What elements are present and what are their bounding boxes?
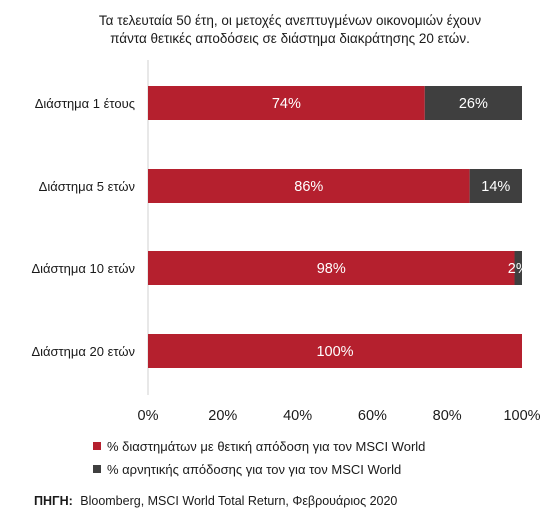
chart-title: Τα τελευταία 50 έτη, οι μετοχές ανεπτυγμ…	[40, 12, 540, 48]
data-label-negative: 2%	[508, 261, 529, 277]
x-tick-label: 60%	[358, 408, 387, 424]
data-label-positive: 86%	[294, 179, 323, 195]
source-text: Bloomberg, MSCI World Total Return, Φεβρ…	[80, 494, 398, 508]
bar-chart: Διάστημα 1 έτους 74% 26% Διάστημα 5 ετών 86%…	[31, 60, 541, 424]
bar-negative	[514, 251, 522, 285]
legend-item-negative: % αρνητικής απόδοσης για τον για τον MSC…	[93, 459, 425, 479]
bar-negative	[469, 169, 522, 203]
bar-positive	[148, 86, 425, 120]
chart-title-line-2: πάντα θετικές αποδόσεις σε διάστημα διακ…	[110, 31, 470, 46]
legend-item-positive: % διαστημάτων με θετική απόδοση για τον …	[93, 436, 425, 456]
x-tick-label: 80%	[433, 408, 462, 424]
category-label: Διάστημα 1 έτους	[35, 96, 135, 111]
data-label-positive: 100%	[316, 344, 353, 360]
chart-title-line-1: Τα τελευταία 50 έτη, οι μετοχές ανεπτυγμ…	[98, 13, 482, 28]
legend-label-negative: % αρνητικής απόδοσης για τον για τον MSC…	[107, 461, 402, 477]
source-note: ΠΗΓΗ: Bloomberg, MSCI World Total Return…	[34, 494, 397, 508]
x-tick-label: 100%	[503, 408, 540, 424]
data-label-negative: 14%	[481, 179, 510, 195]
bar-positive	[148, 169, 470, 203]
x-tick-label: 20%	[208, 408, 237, 424]
bar-positive	[148, 334, 522, 368]
source-label: ΠΗΓΗ:	[34, 494, 73, 508]
x-tick-label: 40%	[283, 408, 312, 424]
chart-legend: % διαστημάτων με θετική απόδοση για τον …	[93, 436, 425, 482]
category-label: Διάστημα 5 ετών	[39, 179, 135, 194]
x-tick-label: 0%	[138, 408, 159, 424]
category-label: Διάστημα 20 ετών	[31, 344, 135, 359]
category-label: Διάστημα 10 ετών	[31, 261, 135, 276]
legend-swatch-negative	[93, 465, 101, 473]
data-label-positive: 98%	[317, 261, 346, 277]
bar-positive	[148, 251, 515, 285]
data-label-negative: 26%	[459, 96, 488, 112]
data-label-positive: 74%	[272, 96, 301, 112]
legend-label-positive: % διαστημάτων με θετική απόδοση για τον …	[107, 438, 426, 454]
bar-negative	[424, 86, 522, 120]
legend-swatch-positive	[93, 442, 101, 450]
